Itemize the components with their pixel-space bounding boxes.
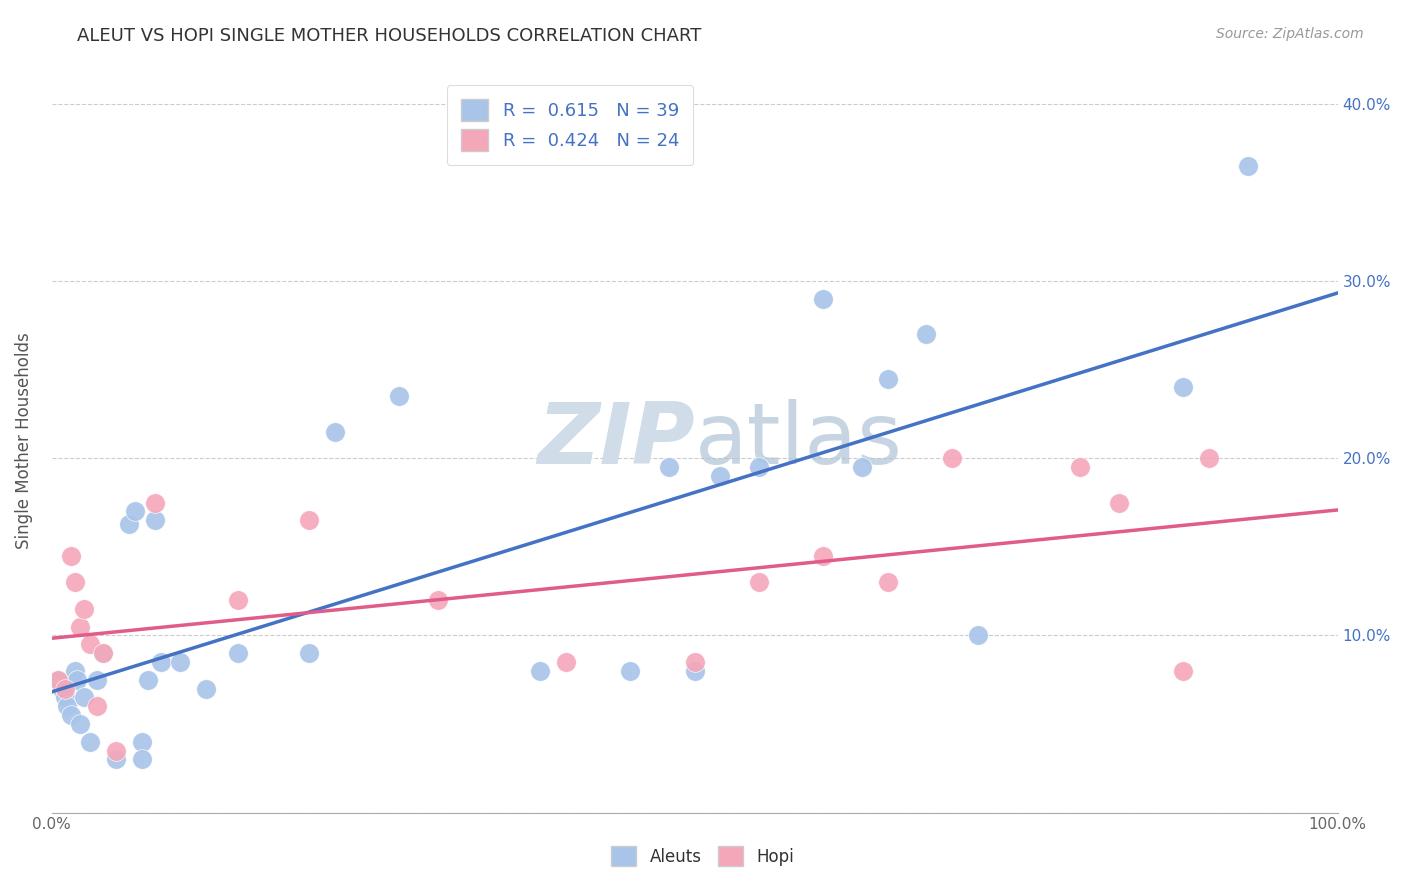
Y-axis label: Single Mother Households: Single Mother Households xyxy=(15,332,32,549)
Point xyxy=(1173,380,1195,394)
Point xyxy=(683,655,706,669)
Point xyxy=(298,513,321,527)
Point xyxy=(91,646,114,660)
Point xyxy=(1198,451,1220,466)
Point xyxy=(426,593,449,607)
Point xyxy=(298,646,321,660)
Point xyxy=(1173,664,1195,678)
Point xyxy=(60,708,83,723)
Point xyxy=(226,593,249,607)
Point xyxy=(79,734,101,748)
Point xyxy=(150,655,173,669)
Point xyxy=(323,425,346,439)
Point xyxy=(195,681,218,696)
Point xyxy=(86,699,108,714)
Point xyxy=(131,752,153,766)
Legend: Aleuts, Hopi: Aleuts, Hopi xyxy=(603,838,803,875)
Point xyxy=(915,327,938,342)
Point xyxy=(709,469,731,483)
Point xyxy=(53,681,76,696)
Point xyxy=(143,513,166,527)
Point xyxy=(53,690,76,705)
Point xyxy=(851,460,873,475)
Text: atlas: atlas xyxy=(695,399,903,482)
Point xyxy=(105,752,128,766)
Point xyxy=(226,646,249,660)
Point xyxy=(658,460,681,475)
Point xyxy=(60,549,83,563)
Point xyxy=(131,734,153,748)
Point xyxy=(91,646,114,660)
Point xyxy=(63,575,86,590)
Point xyxy=(66,673,89,687)
Point xyxy=(748,575,770,590)
Text: ZIP: ZIP xyxy=(537,399,695,482)
Point xyxy=(56,699,79,714)
Text: Source: ZipAtlas.com: Source: ZipAtlas.com xyxy=(1216,27,1364,41)
Point xyxy=(683,664,706,678)
Point xyxy=(748,460,770,475)
Point xyxy=(529,664,551,678)
Point xyxy=(69,619,91,633)
Point xyxy=(69,717,91,731)
Point xyxy=(73,690,96,705)
Point xyxy=(813,549,835,563)
Point xyxy=(619,664,641,678)
Point xyxy=(388,389,411,403)
Point xyxy=(46,673,69,687)
Point xyxy=(79,637,101,651)
Point xyxy=(876,371,898,385)
Point xyxy=(143,495,166,509)
Point xyxy=(1236,159,1258,173)
Point xyxy=(169,655,191,669)
Point xyxy=(124,504,146,518)
Point xyxy=(813,292,835,306)
Point xyxy=(136,673,159,687)
Point xyxy=(73,602,96,616)
Point xyxy=(46,673,69,687)
Point xyxy=(876,575,898,590)
Point xyxy=(86,673,108,687)
Point xyxy=(118,516,141,531)
Point xyxy=(1108,495,1130,509)
Point xyxy=(941,451,963,466)
Point xyxy=(966,628,988,642)
Legend: R =  0.615   N = 39, R =  0.424   N = 24: R = 0.615 N = 39, R = 0.424 N = 24 xyxy=(447,85,693,165)
Point xyxy=(63,664,86,678)
Point xyxy=(1069,460,1091,475)
Point xyxy=(105,743,128,757)
Point xyxy=(51,681,73,696)
Point xyxy=(555,655,578,669)
Text: ALEUT VS HOPI SINGLE MOTHER HOUSEHOLDS CORRELATION CHART: ALEUT VS HOPI SINGLE MOTHER HOUSEHOLDS C… xyxy=(77,27,702,45)
